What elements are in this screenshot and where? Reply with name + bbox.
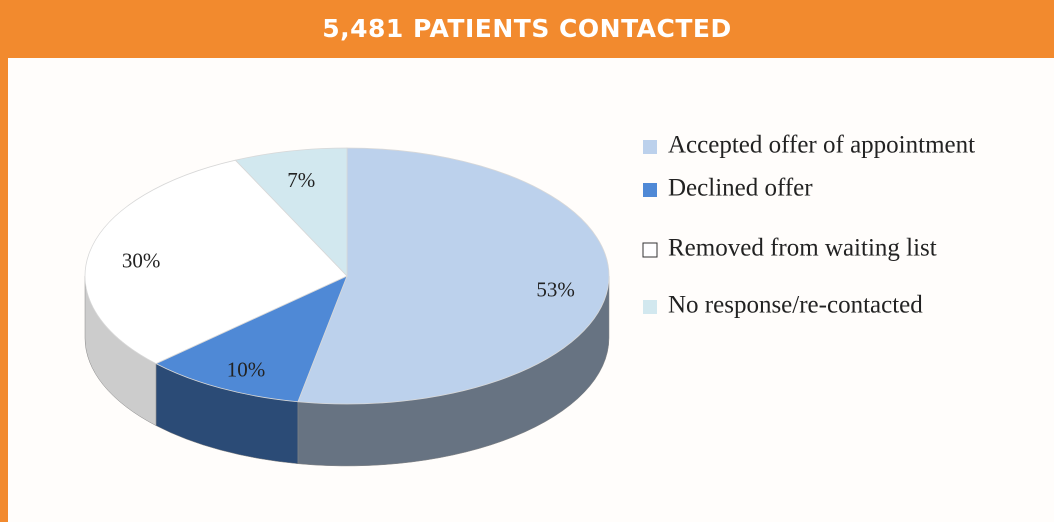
slice — [234, 147, 348, 277]
value-label: 7% — [287, 168, 315, 192]
legend-swatch — [643, 140, 657, 154]
slice — [155, 275, 348, 403]
value-label: 30% — [122, 249, 161, 273]
chart-title: 5,481 PATIENTS CONTACTED — [322, 14, 732, 43]
legend-swatch — [643, 300, 657, 314]
legend-swatch — [642, 242, 658, 258]
legend-label: Accepted offer of appointment — [668, 132, 975, 159]
legend-swatch — [643, 183, 657, 197]
header-bar — [0, 0, 1054, 58]
slice — [84, 159, 348, 365]
legend-label: Removed from waiting list — [668, 235, 937, 262]
left-border — [0, 58, 8, 522]
legend-label: No response/re-contacted — [668, 292, 923, 319]
slice — [297, 147, 610, 405]
value-label: 53% — [536, 277, 575, 301]
legend-label: Declined offer — [668, 175, 813, 202]
value-label: 10% — [227, 358, 266, 382]
